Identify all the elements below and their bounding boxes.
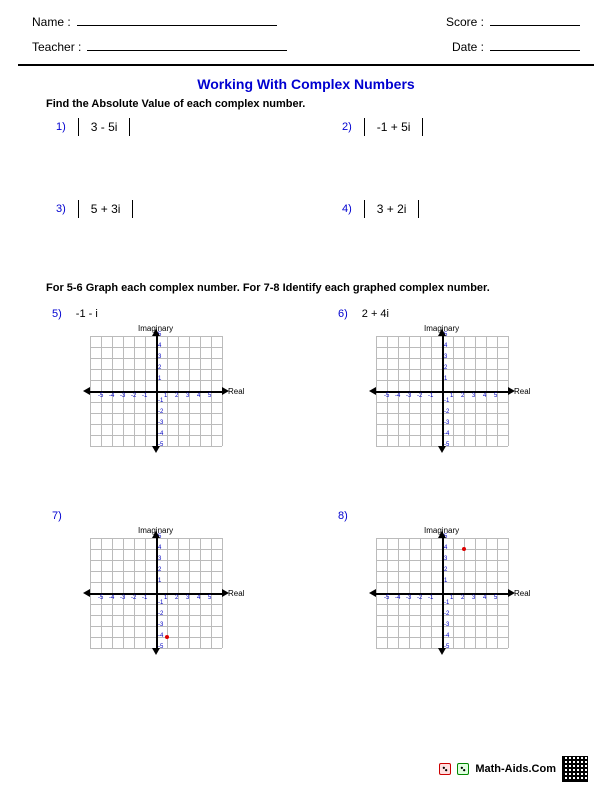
complex-expression: 2 + 4i <box>362 308 389 320</box>
problem-abs: 4) 3 + 2i <box>342 200 419 218</box>
dice-icon <box>439 763 451 775</box>
absolute-value-expression: 3 + 2i <box>364 200 420 218</box>
name-label: Name : <box>32 15 71 29</box>
plotted-point <box>462 547 466 551</box>
problem-number: 5) <box>52 308 62 320</box>
problem-graph: 6)2 + 4i-5-5-4-4-3-3-2-2-1-11122334455Im… <box>342 308 518 456</box>
coordinate-plane: -5-5-4-4-3-3-2-2-1-11122334455ImaginaryR… <box>366 528 518 658</box>
footer-site: Math-Aids.Com <box>475 763 556 775</box>
problem-number: 1) <box>56 121 66 133</box>
problem-number: 4) <box>342 203 352 215</box>
problem-graph: 7)-5-5-4-4-3-3-2-2-1-11122334455Imaginar… <box>56 510 232 658</box>
footer: Math-Aids.Com <box>439 756 588 782</box>
page-title: Working With Complex Numbers <box>0 76 612 92</box>
absolute-value-expression: -1 + 5i <box>364 118 424 136</box>
coordinate-plane: -5-5-4-4-3-3-2-2-1-11122334455ImaginaryR… <box>80 326 232 456</box>
problem-graph: 8)-5-5-4-4-3-3-2-2-1-11122334455Imaginar… <box>342 510 518 658</box>
problem-graph: 5)-1 - i-5-5-4-4-3-3-2-2-1-11122334455Im… <box>56 308 232 456</box>
teacher-blank[interactable] <box>87 37 287 51</box>
problem-number: 3) <box>56 203 66 215</box>
problem-abs: 1) 3 - 5i <box>56 118 130 136</box>
coordinate-plane: -5-5-4-4-3-3-2-2-1-11122334455ImaginaryR… <box>80 528 232 658</box>
problem-number: 6) <box>338 308 348 320</box>
instruction-absolute: Find the Absolute Value of each complex … <box>46 98 305 110</box>
qr-code-icon <box>562 756 588 782</box>
score-blank[interactable] <box>490 12 580 26</box>
problem-number: 8) <box>338 510 348 522</box>
coordinate-plane: -5-5-4-4-3-3-2-2-1-11122334455ImaginaryR… <box>366 326 518 456</box>
problem-number: 2) <box>342 121 352 133</box>
score-label: Score : <box>446 15 484 29</box>
absolute-value-expression: 3 - 5i <box>78 118 131 136</box>
problem-abs: 2) -1 + 5i <box>342 118 423 136</box>
header-rule <box>18 64 594 66</box>
plotted-point <box>165 635 169 639</box>
name-blank[interactable] <box>77 12 277 26</box>
instruction-graph: For 5-6 Graph each complex number. For 7… <box>46 282 490 294</box>
date-blank[interactable] <box>490 37 580 51</box>
teacher-label: Teacher : <box>32 40 81 54</box>
date-label: Date : <box>452 40 484 54</box>
complex-expression: -1 - i <box>76 308 98 320</box>
dice-icon <box>457 763 469 775</box>
absolute-value-expression: 5 + 3i <box>78 200 134 218</box>
problem-abs: 3) 5 + 3i <box>56 200 133 218</box>
problem-number: 7) <box>52 510 62 522</box>
